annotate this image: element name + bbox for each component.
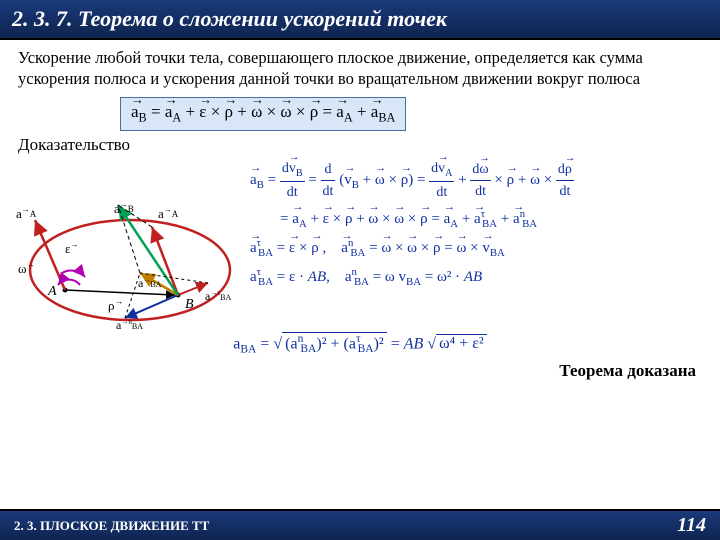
- slide-title: 2. 3. 7. Теорема о сложении ускорений то…: [12, 6, 708, 32]
- body-row: A B ρ→ a→A ε→ ω→ a→A a→τBA a→nBA a→BA a→…: [0, 155, 720, 330]
- eq-line-4: aτBA = ε · AB, anBA = ω vBA = ω² · AB: [250, 264, 710, 290]
- main-formula-row: aB = aA + ε × ρ + ω × ω × ρ = aA + aBA: [0, 93, 720, 134]
- svg-text:a→τBA: a→τBA: [205, 289, 231, 303]
- svg-text:ε→: ε→: [65, 240, 78, 256]
- footer-page: 114: [677, 514, 706, 537]
- footer-section: 2. 3. ПЛОСКОЕ ДВИЖЕНИЕ ТТ: [14, 518, 209, 534]
- derivation-equations: aB = dvBdt = ddt (vB + ω × ρ) = dvAdt + …: [250, 155, 710, 330]
- svg-text:A: A: [47, 284, 57, 299]
- svg-text:a→A: a→A: [16, 205, 37, 221]
- svg-text:ω→: ω→: [18, 260, 35, 276]
- slide-header: 2. 3. 7. Теорема о сложении ускорений то…: [0, 0, 720, 40]
- proof-label: Доказательство: [0, 135, 720, 155]
- eq-line-3: aτBA = ε × ρ , anBA = ω × ω × ρ = ω × vB…: [250, 235, 710, 261]
- eq-magnitude: aBA = √(anBA)² + (aτBA)² = AB √ω⁴ + ε²: [0, 332, 720, 356]
- svg-text:B: B: [185, 297, 194, 312]
- slide-footer: 2. 3. ПЛОСКОЕ ДВИЖЕНИЕ ТТ 114: [0, 509, 720, 540]
- theorem-proven: Теорема доказана: [0, 355, 720, 381]
- svg-text:a→A: a→A: [158, 205, 179, 221]
- eq-line-1: aB = dvBdt = ddt (vB + ω × ρ) = dvAdt + …: [250, 158, 710, 203]
- intro-text: Ускорение любой точки тела, совершающего…: [0, 40, 720, 93]
- main-formula: aB = aA + ε × ρ + ω × ω × ρ = aA + aBA: [120, 97, 406, 130]
- svg-text:a→BA: a→BA: [138, 276, 162, 290]
- kinematics-diagram: A B ρ→ a→A ε→ ω→ a→A a→τBA a→nBA a→BA a→…: [10, 155, 250, 330]
- svg-text:ρ→: ρ→: [108, 296, 124, 313]
